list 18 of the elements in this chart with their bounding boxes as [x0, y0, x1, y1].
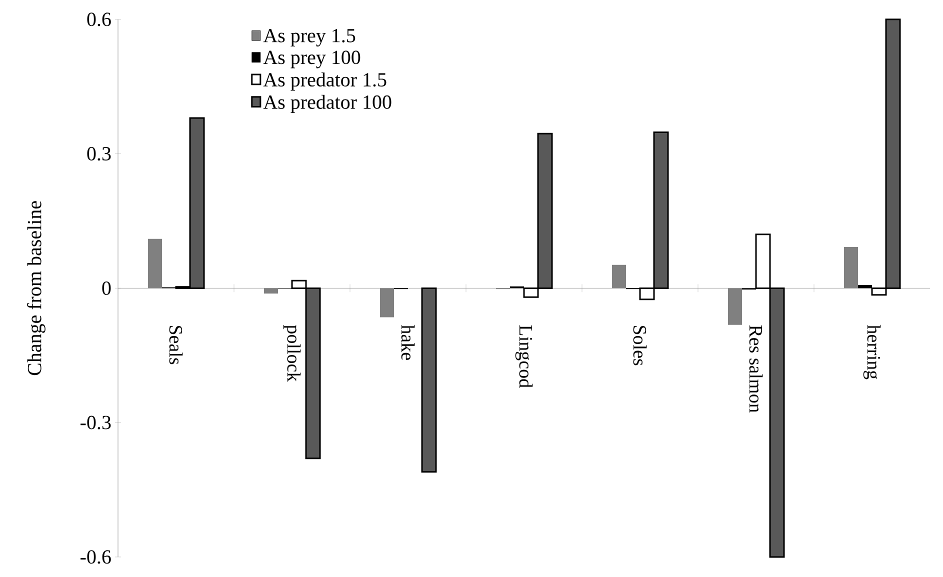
x-tick-label: Seals	[169, 326, 183, 364]
legend-label: As prey 1.5	[263, 28, 356, 46]
legend-label: As predator 1.5	[263, 72, 386, 91]
x-tick-label: Res salmon	[749, 325, 763, 413]
x-tick-label: Soles	[633, 326, 647, 366]
x-tick-label: Lingcod	[515, 325, 533, 388]
x-tick-label: herring	[863, 324, 881, 380]
y-tick-label: -0.3	[80, 416, 111, 430]
y-tick-label: 0.6	[87, 12, 111, 26]
y-tick-label: 0.3	[87, 147, 111, 161]
y-tick-label: 0	[102, 281, 111, 295]
legend-label: As prey 100	[263, 50, 360, 68]
x-tick-label: pollock	[283, 325, 301, 382]
bar	[421, 287, 437, 473]
y-axis-title: Change from baseline	[27, 201, 46, 376]
x-tick-label: hake	[401, 324, 415, 360]
y-tick-label: -0.6	[80, 550, 111, 564]
legend-label: As predator 100	[263, 94, 392, 113]
